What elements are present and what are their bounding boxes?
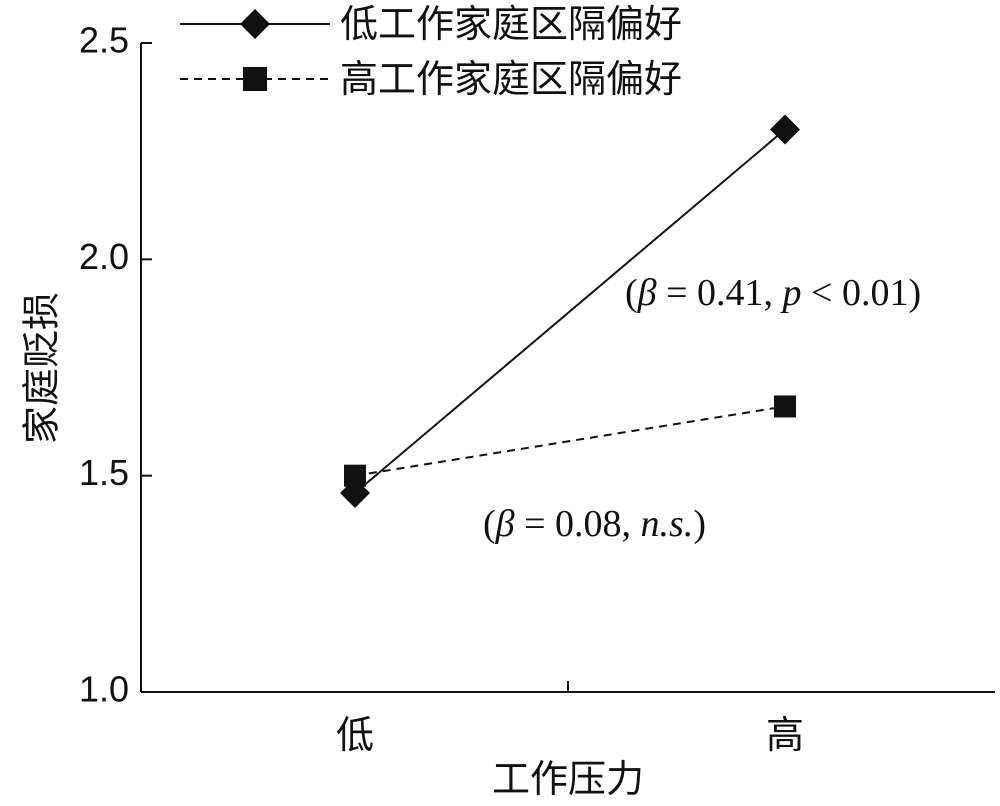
- annotation-0-suffix: < 0.01): [802, 272, 922, 314]
- annotation-0-beta: β: [637, 272, 657, 314]
- x-category-label-0: 低: [336, 713, 374, 757]
- y-tick-label-2: 2.0: [79, 236, 129, 277]
- y-axis-title: 家庭贬损: [20, 292, 64, 444]
- series-1-point-0: [344, 464, 366, 487]
- annotation-series-1: (β = 0.08, n.s.): [483, 503, 706, 545]
- legend-diamond-marker-icon: [240, 9, 270, 39]
- x-category-label-1: 高: [766, 713, 804, 757]
- annotation-1-beta: β: [495, 503, 515, 545]
- annotation-0-stat: p: [780, 272, 802, 314]
- annotation-1-suffix: ): [693, 503, 706, 545]
- y-ticks: 1.0 1.5 2.0 2.5: [79, 20, 152, 710]
- annotation-0-prefix: (: [625, 272, 638, 314]
- y-tick-label-3: 2.5: [79, 20, 129, 61]
- series-layer: [340, 114, 800, 508]
- series-0-point-1: [770, 114, 800, 145]
- annotation-1-stat: n.s.: [641, 503, 694, 545]
- annotation-1-prefix: (: [483, 503, 496, 545]
- series-1: [344, 395, 796, 487]
- annotations: (β = 0.41, p < 0.01) (β = 0.08, n.s.): [483, 272, 921, 545]
- y-tick-label-0: 1.0: [79, 669, 129, 710]
- axes: [140, 43, 995, 693]
- x-axis-title: 工作压力: [492, 757, 644, 801]
- annotation-1-mid: = 0.08,: [515, 503, 641, 545]
- series-1-line: [354, 405, 786, 477]
- legend-item-1: 高工作家庭区隔偏好: [180, 57, 682, 101]
- x-category-labels: 低高: [336, 713, 804, 757]
- series-0-line: [354, 128, 786, 494]
- legend-square-marker-icon: [243, 67, 267, 91]
- annotation-0-mid: = 0.41,: [657, 272, 783, 314]
- legend-item-0: 低工作家庭区隔偏好: [180, 2, 682, 46]
- legend: 低工作家庭区隔偏好 高工作家庭区隔偏好: [180, 2, 682, 101]
- legend-label-0: 低工作家庭区隔偏好: [340, 2, 682, 46]
- y-tick-label-1: 1.5: [79, 452, 129, 493]
- legend-label-1: 高工作家庭区隔偏好: [340, 57, 682, 101]
- annotation-series-0: (β = 0.41, p < 0.01): [625, 272, 921, 314]
- series-1-point-1: [774, 395, 796, 418]
